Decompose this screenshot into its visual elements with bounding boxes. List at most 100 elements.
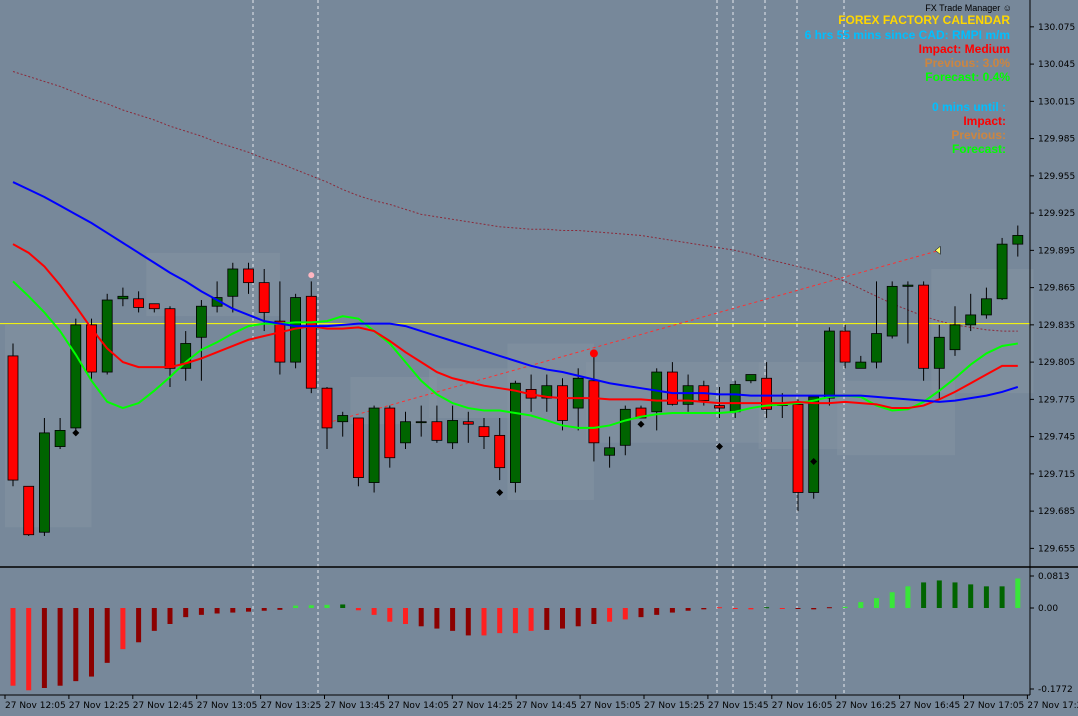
histogram-bar <box>779 608 785 609</box>
histogram-bar <box>41 608 47 688</box>
candle-body <box>588 380 600 444</box>
candle-body <box>305 295 317 389</box>
histogram-bar <box>57 608 63 686</box>
time-tick-label: 27 Nov 14:25 <box>452 701 513 711</box>
time-tick-label: 27 Nov 12:45 <box>133 701 194 711</box>
arrow-marker <box>934 245 941 255</box>
price-tick-label: 129.985 <box>1038 135 1075 145</box>
candle-body <box>54 430 66 447</box>
time-tick-label: 27 Nov 17:05 <box>964 701 1025 711</box>
candle-body <box>572 377 584 409</box>
histogram-bar <box>858 602 864 608</box>
histogram-bar <box>544 608 550 630</box>
candle-body <box>39 432 50 533</box>
histogram-bar <box>591 608 597 624</box>
candle-body <box>384 407 396 459</box>
price-tick-label: 129.865 <box>1038 284 1075 294</box>
candle-body <box>667 371 678 405</box>
smiley-icon[interactable]: ☺ <box>1002 3 1012 13</box>
candle-body <box>619 408 631 446</box>
time-tick-label: 27 Nov 16:45 <box>900 701 961 711</box>
candle-body <box>368 407 380 483</box>
histogram-bar <box>324 604 330 608</box>
time-tick-label: 27 Nov 13:25 <box>261 701 322 711</box>
candle-body <box>415 421 427 424</box>
histogram-bar <box>89 608 94 677</box>
time-tick-label: 27 Nov 14:45 <box>516 701 577 711</box>
candle-body <box>321 387 333 429</box>
histogram-bar <box>921 582 927 608</box>
ma-slow-line <box>12 71 1018 332</box>
price-tick-label: 129.895 <box>1038 246 1075 256</box>
candle-body <box>352 417 364 478</box>
candle-body <box>447 420 459 444</box>
histogram-bar <box>73 608 79 682</box>
histogram-bar <box>874 598 879 608</box>
histogram-bar <box>1015 578 1021 608</box>
histogram-bar <box>717 607 722 609</box>
histogram-bar <box>26 608 32 691</box>
histogram-bar <box>622 608 628 620</box>
candle-body <box>101 299 113 373</box>
candle-body <box>337 415 349 423</box>
histogram-bar <box>434 608 440 629</box>
histogram-bar <box>136 608 142 643</box>
candle-body <box>478 426 490 438</box>
trade-manager-label[interactable]: FX Trade Manager ☺ <box>925 3 1012 13</box>
candle-body <box>227 268 239 297</box>
histogram-bar <box>607 608 613 622</box>
candle-body <box>714 405 725 409</box>
histogram-bar <box>340 604 346 608</box>
histogram-bar <box>575 608 581 627</box>
candle-body <box>509 382 521 483</box>
candle-body <box>792 403 804 493</box>
candle-body <box>243 268 254 284</box>
until-line: 0 mins until : <box>931 100 1006 114</box>
candle-body <box>855 361 867 369</box>
vertical-separators <box>252 0 845 695</box>
price-chart <box>0 71 1030 536</box>
histogram-bar <box>198 608 204 615</box>
histogram-bar <box>685 608 691 611</box>
histogram-bar <box>387 608 393 622</box>
histogram-bar <box>151 608 157 631</box>
candle-body <box>902 284 914 287</box>
previous-next: Previous: <box>951 128 1006 142</box>
candle-body <box>635 407 647 419</box>
price-tick-label: 129.775 <box>1038 395 1075 405</box>
candle-body <box>981 298 992 316</box>
histogram-bar <box>654 608 660 615</box>
candle-body <box>682 385 694 405</box>
histogram-bar <box>842 606 848 608</box>
histogram-bar <box>905 586 911 608</box>
candle-body <box>839 330 851 363</box>
price-tick-label: 130.015 <box>1038 97 1075 107</box>
event-dot <box>308 272 315 279</box>
histogram-bar <box>293 605 299 608</box>
candle-body <box>180 343 192 369</box>
histogram-bar <box>764 607 770 609</box>
price-tick-label: 130.045 <box>1038 60 1075 70</box>
histogram-bar <box>497 608 503 634</box>
signal-diamond <box>72 429 80 437</box>
histogram-bar <box>308 605 314 608</box>
time-tick-label: 27 Nov 16:25 <box>836 701 897 711</box>
histogram-bar <box>936 580 942 608</box>
price-tick-label: 129.655 <box>1038 544 1075 554</box>
previous-value: Previous: 3.0% <box>924 56 1010 70</box>
histogram-bar <box>732 608 738 609</box>
candle-body <box>1012 235 1024 245</box>
histogram-tick-label: 0.0813 <box>1038 572 1070 582</box>
histogram-bar <box>701 608 707 610</box>
session-box <box>931 268 1034 394</box>
candle-body <box>462 421 474 425</box>
price-tick-label: 129.685 <box>1038 507 1075 517</box>
time-tick-label: 27 Nov 15:05 <box>580 701 641 711</box>
histogram-tick-label: -0.1772 <box>1038 685 1073 695</box>
calendar-title: FOREX FACTORY CALENDAR <box>838 13 1010 27</box>
histogram-bar <box>465 608 471 636</box>
candle-body <box>494 434 506 469</box>
candle-body <box>258 282 270 313</box>
histogram-bar <box>512 608 518 634</box>
